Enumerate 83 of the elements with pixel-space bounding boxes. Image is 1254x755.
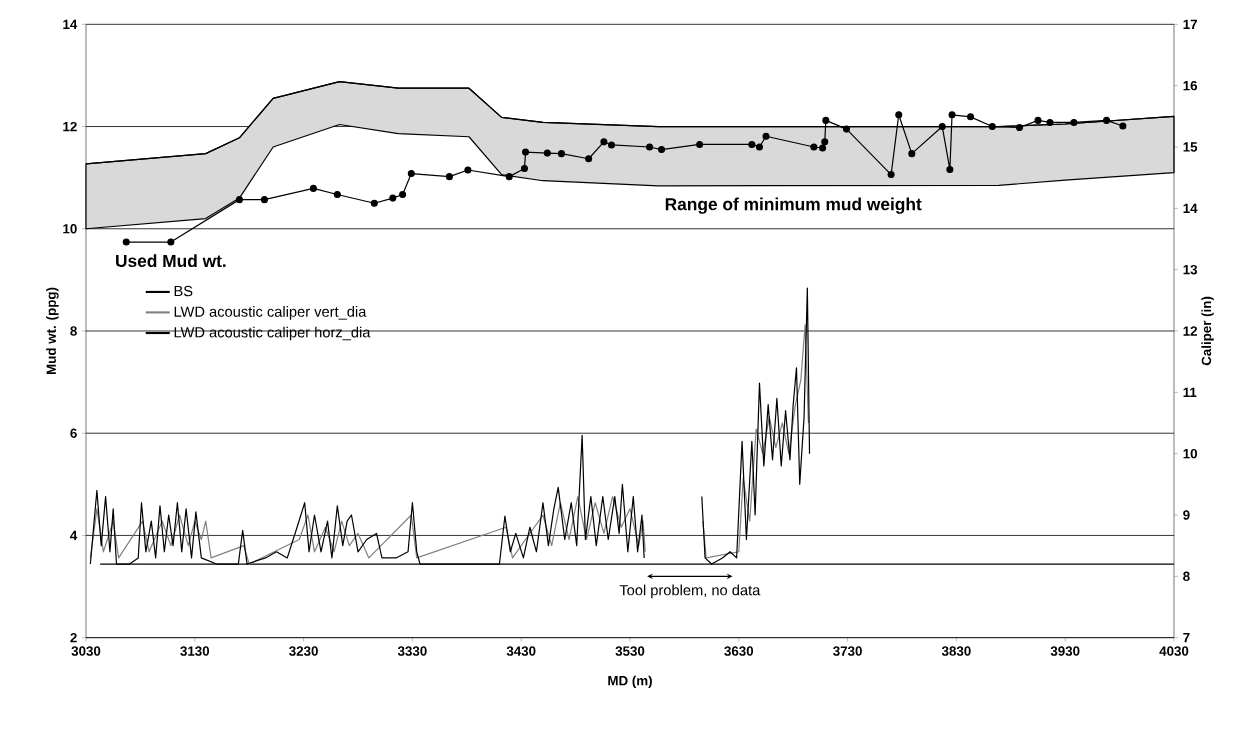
- point: [762, 132, 770, 140]
- point: [822, 116, 830, 124]
- point: [748, 140, 756, 148]
- point: [821, 138, 829, 146]
- y2-axis-title: Caliper (in): [1201, 296, 1214, 366]
- y2-tick-label: 11: [1183, 387, 1197, 397]
- legend-label: LWD acoustic caliper vert_dia: [174, 306, 367, 320]
- y2-tick-label: 8: [1183, 571, 1190, 582]
- point: [1046, 118, 1054, 126]
- y2-tick-label: 15: [1183, 142, 1198, 152]
- point: [819, 144, 827, 152]
- point: [887, 171, 895, 179]
- y-tick-label: 10: [63, 224, 77, 234]
- point: [895, 111, 903, 119]
- legend-label: BS: [174, 285, 193, 297]
- point: [607, 141, 616, 149]
- point: [399, 190, 407, 199]
- point: [505, 173, 513, 181]
- x-tick-label: 4030: [1159, 646, 1189, 656]
- point: [445, 173, 453, 181]
- x-tick-label: 3730: [833, 646, 862, 656]
- point: [543, 149, 551, 157]
- y2-tick-label: 16: [1183, 80, 1198, 91]
- x-tick-label: 3430: [506, 646, 536, 656]
- point: [464, 166, 472, 174]
- point: [333, 190, 341, 199]
- x-tick-label: 3830: [941, 646, 971, 656]
- y2-tick-label: 17: [1183, 19, 1197, 29]
- point: [1070, 118, 1078, 126]
- x-tick-label: 3530: [615, 646, 645, 656]
- point: [1119, 122, 1127, 130]
- point: [967, 113, 975, 121]
- y-tick-label: 2: [70, 633, 77, 643]
- annotation: Used Mud wt.: [116, 254, 226, 268]
- point: [938, 123, 946, 131]
- x-tick-label: 3330: [397, 646, 427, 656]
- y-tick-label: 6: [70, 428, 77, 438]
- y-tick-label: 12: [63, 121, 77, 132]
- annotation: Range of minimum mud weight: [665, 197, 922, 214]
- point: [520, 164, 528, 172]
- x-tick-label: 3630: [724, 646, 754, 656]
- point: [696, 140, 704, 148]
- point: [585, 155, 593, 163]
- point: [948, 111, 956, 119]
- point: [810, 143, 818, 151]
- point: [908, 150, 916, 158]
- point: [1034, 116, 1042, 124]
- point: [646, 143, 654, 151]
- x-axis-title: MD (m): [608, 675, 652, 689]
- point: [988, 123, 996, 131]
- y2-tick-label: 14: [1183, 203, 1198, 213]
- x-tick-label: 3930: [1050, 646, 1080, 656]
- point: [522, 148, 530, 156]
- point: [1015, 124, 1024, 132]
- point: [389, 194, 397, 202]
- point: [370, 199, 378, 207]
- point: [946, 165, 954, 174]
- y2-tick-label: 12: [1183, 326, 1198, 336]
- point: [407, 170, 415, 178]
- x-tick-label: 3030: [71, 646, 101, 656]
- annotation: Tool problem, no data: [619, 584, 761, 599]
- legend-label: LWD acoustic caliper horz_dia: [174, 326, 371, 341]
- x-tick-label: 3230: [289, 646, 318, 656]
- y-axis-title: Mud wt. (ppg): [46, 287, 59, 375]
- point: [122, 238, 130, 246]
- y2-tick-label: 13: [1183, 264, 1198, 275]
- point: [309, 184, 317, 192]
- point: [842, 125, 851, 133]
- y2-tick-label: 7: [1183, 633, 1190, 643]
- point: [260, 196, 268, 204]
- point: [755, 143, 764, 151]
- point: [557, 150, 565, 158]
- y-tick-label: 14: [63, 19, 78, 29]
- y-tick-label: 8: [70, 326, 77, 336]
- point: [658, 146, 666, 154]
- point: [600, 138, 608, 146]
- point: [235, 196, 243, 204]
- x-tick-label: 3130: [180, 646, 210, 656]
- y2-tick-label: 10: [1183, 448, 1198, 459]
- point: [1103, 116, 1111, 124]
- y-tick-label: 4: [70, 530, 78, 541]
- point: [167, 238, 175, 246]
- y2-tick-label: 9: [1183, 510, 1190, 520]
